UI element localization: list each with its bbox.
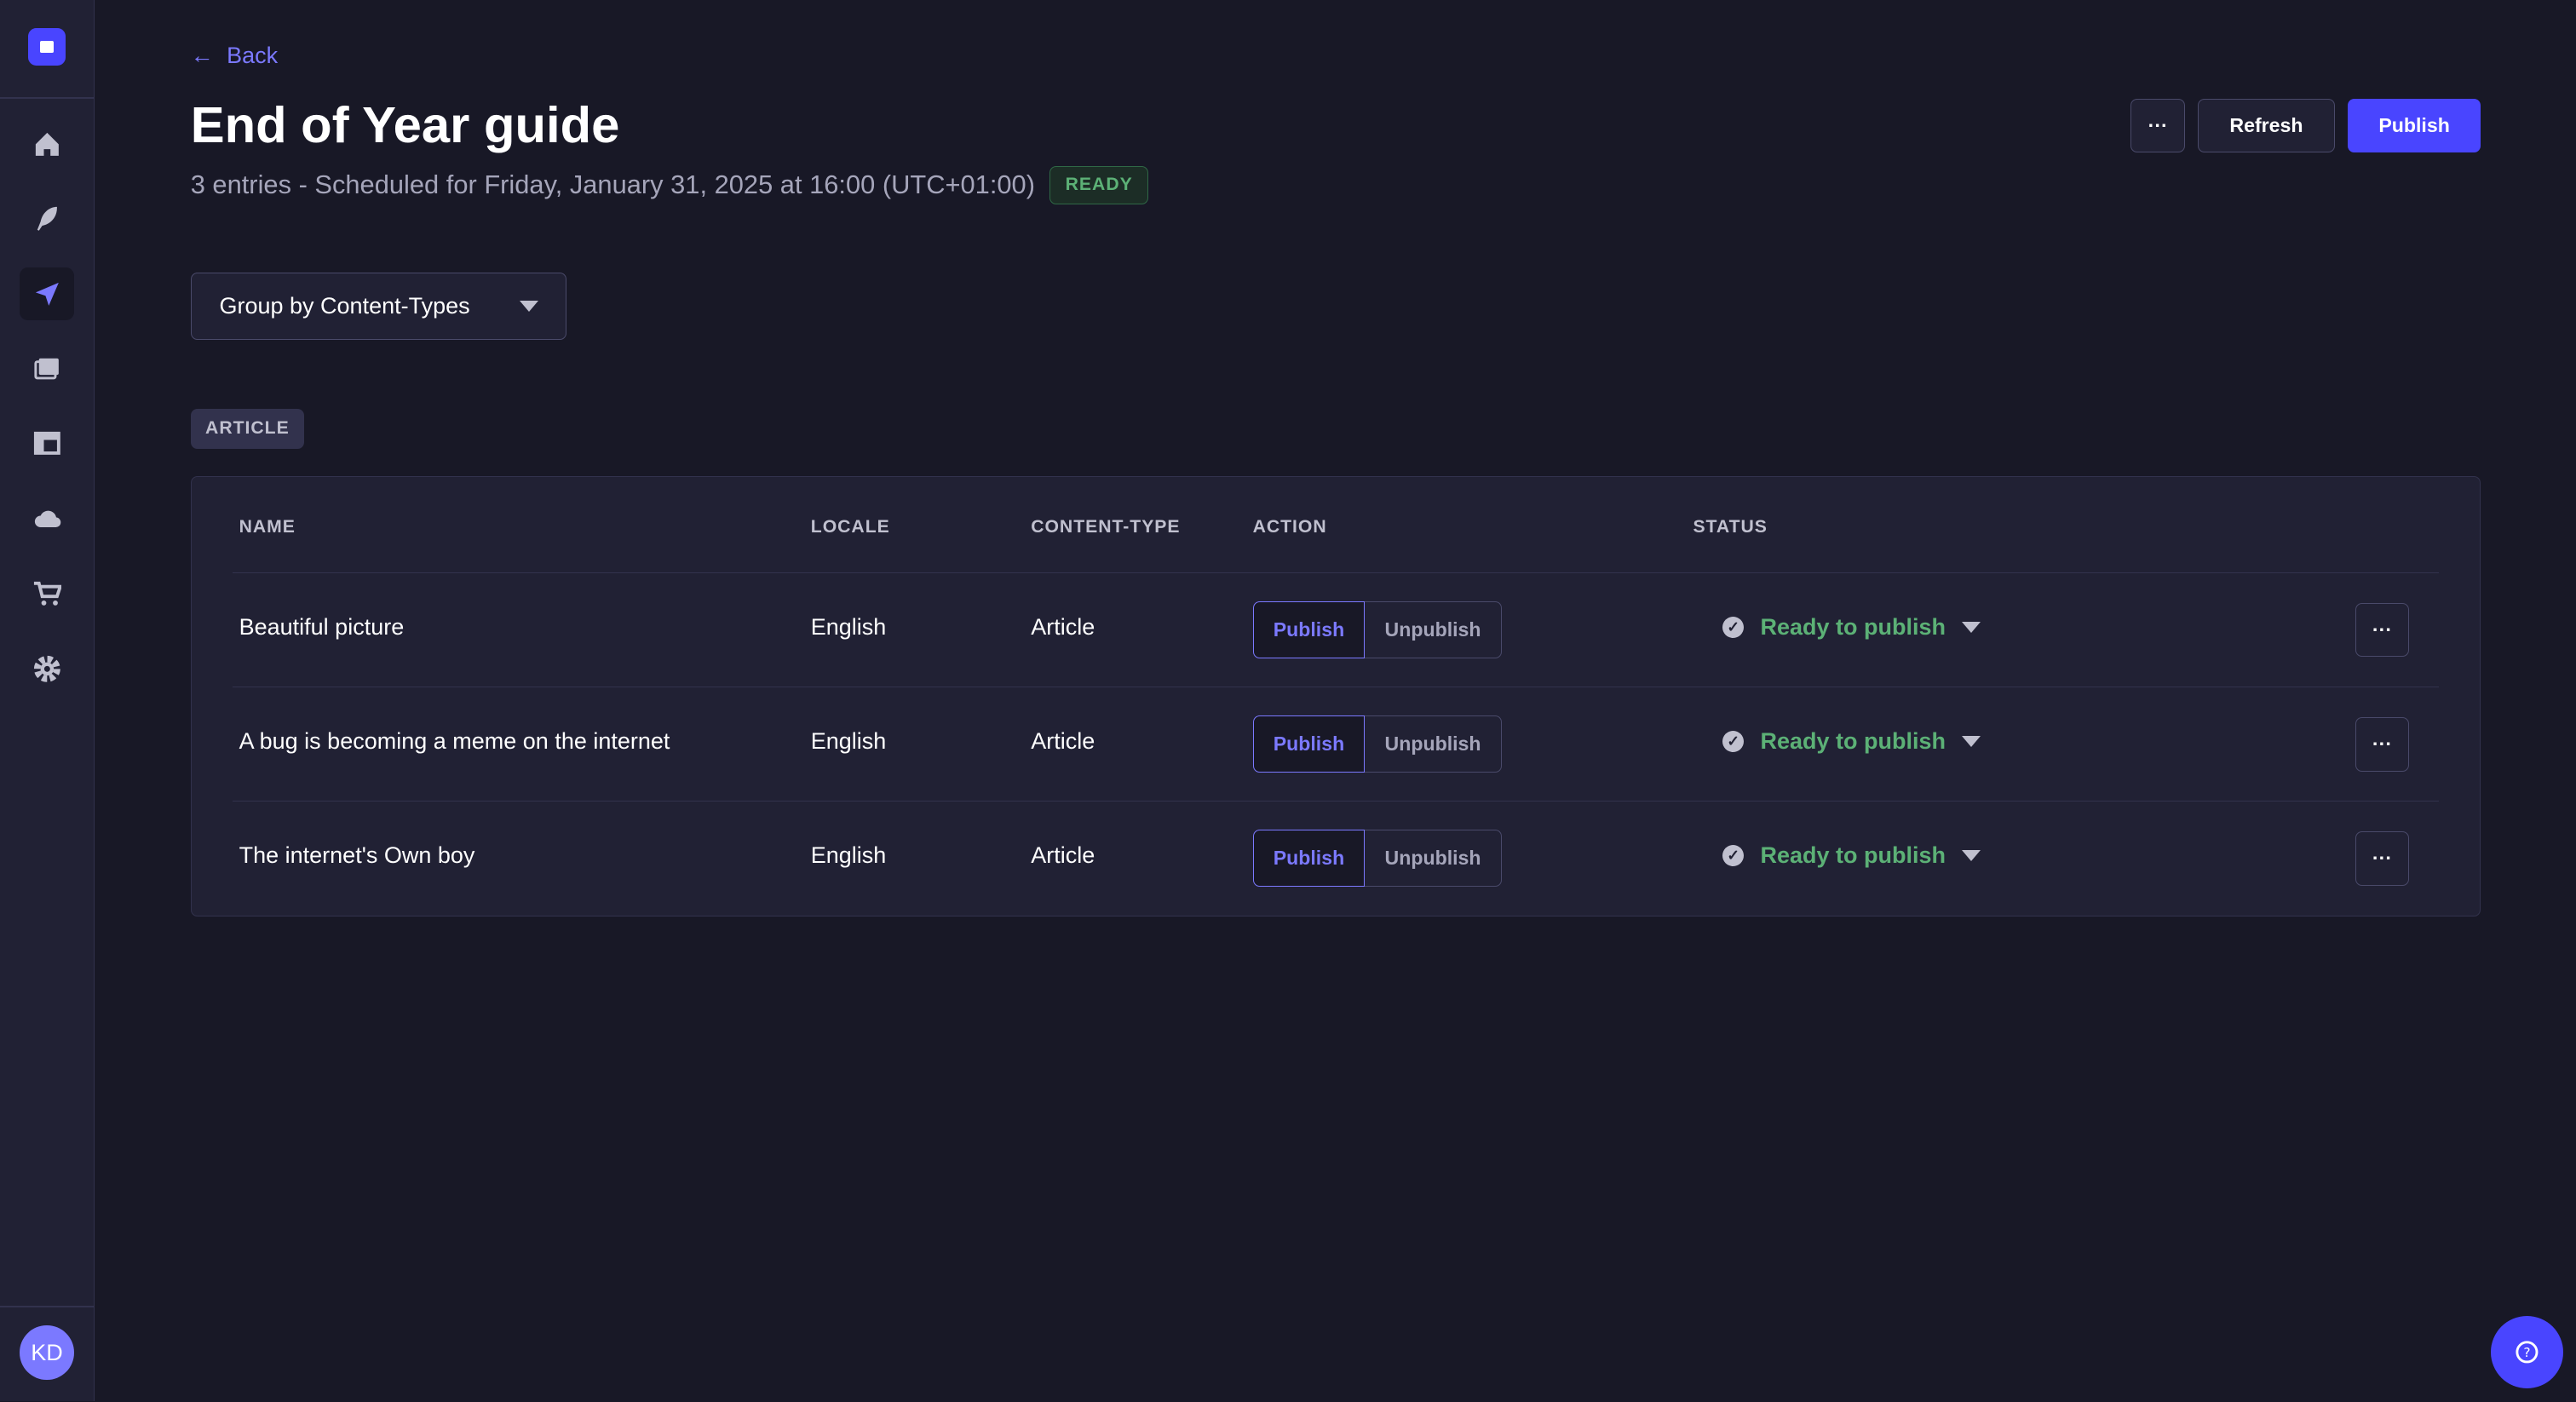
unpublish-toggle[interactable]: Unpublish [1365,829,1502,888]
table-row: A bug is becoming a meme on the internet… [232,687,2440,801]
status-dropdown[interactable]: ✓ Ready to publish [1722,728,1981,755]
publish-toggle[interactable]: Publish [1252,715,1366,773]
table-row: The internet's Own boy English Article P… [232,801,2440,915]
unpublish-toggle[interactable]: Unpublish [1365,600,1502,659]
refresh-button[interactable]: Refresh [2198,98,2335,153]
back-link[interactable]: ← Back [191,43,278,69]
question-icon: ? [2516,1341,2539,1364]
group-by-value: Group by Content-Types [219,293,470,319]
entries-table: NAME LOCALE CONTENT-TYPE ACTION STATUS B… [190,476,2481,917]
check-circle-icon: ✓ [1722,731,1745,753]
entry-locale: English [810,728,887,755]
sidebar-item-media-library[interactable] [20,342,74,394]
caret-down-icon [1962,850,1981,861]
back-label: Back [227,43,279,69]
entry-content-type: Article [1031,614,1095,641]
entry-locale: English [810,842,887,869]
cloud-icon [34,510,60,528]
status-dropdown[interactable]: ✓ Ready to publish [1722,614,1981,641]
gear-icon [33,655,60,682]
page-subtitle: 3 entries - Scheduled for Friday, Januar… [190,165,1149,205]
action-toggle: Publish Unpublish [1252,715,1502,773]
sidebar-item-home[interactable] [20,118,74,171]
cart-icon [33,581,62,606]
svg-text:?: ? [2523,1345,2530,1360]
sidebar-item-content-type-builder[interactable] [20,417,74,470]
arrow-left-icon: ← [190,43,214,69]
column-header-name: NAME [239,516,296,537]
status-badge: READY [1049,165,1149,205]
status-label: Ready to publish [1760,728,1946,755]
entry-name: The internet's Own boy [239,842,475,869]
row-more-button[interactable]: ··· [2355,602,2410,658]
page-title: End of Year guide [190,95,620,153]
action-toggle: Publish Unpublish [1252,829,1502,888]
table-row: Beautiful picture English Article Publis… [232,572,2440,687]
check-circle-icon: ✓ [1722,617,1745,639]
feather-icon [37,206,57,231]
publish-button[interactable]: Publish [2347,98,2481,153]
sidebar-item-marketplace[interactable] [20,566,74,619]
group-tag: ARTICLE [190,409,305,449]
images-icon [34,358,59,380]
layout-icon [33,432,60,456]
column-header-content-type: CONTENT-TYPE [1031,516,1181,537]
row-more-button[interactable]: ··· [2355,830,2410,886]
sidebar-item-deploy[interactable] [20,493,74,546]
column-header-status: STATUS [1693,516,1768,537]
more-actions-button[interactable]: ··· [2130,98,2186,153]
strapi-logo[interactable] [27,27,66,66]
status-label: Ready to publish [1760,614,1946,641]
sidebar-item-content-manager[interactable] [20,192,74,245]
group-by-select[interactable]: Group by Content-Types [190,273,567,341]
paper-plane-icon [35,282,59,306]
action-toggle: Publish Unpublish [1252,600,1502,659]
help-button[interactable]: ? [2490,1315,2563,1388]
status-label: Ready to publish [1760,842,1946,869]
entry-content-type: Article [1031,728,1095,755]
unpublish-toggle[interactable]: Unpublish [1365,715,1502,773]
sidebar-item-settings[interactable] [20,642,74,695]
divider [0,96,94,99]
status-dropdown[interactable]: ✓ Ready to publish [1722,842,1981,869]
sidebar: KD [0,0,95,1402]
avatar[interactable]: KD [20,1325,74,1381]
sidebar-item-releases[interactable] [20,267,74,321]
home-icon [35,133,59,157]
caret-down-icon [519,301,538,312]
schedule-text: 3 entries - Scheduled for Friday, Januar… [190,170,1035,200]
check-circle-icon: ✓ [1722,845,1745,867]
entry-name: Beautiful picture [239,614,405,641]
entry-content-type: Article [1031,842,1095,869]
entry-name: A bug is becoming a meme on the internet [239,728,670,755]
divider [0,1306,94,1308]
caret-down-icon [1962,622,1981,633]
entry-locale: English [810,614,887,641]
column-header-locale: LOCALE [810,516,890,537]
row-more-button[interactable]: ··· [2355,716,2410,772]
caret-down-icon [1962,736,1981,747]
publish-toggle[interactable]: Publish [1252,829,1366,888]
column-header-action: ACTION [1252,516,1327,537]
publish-toggle[interactable]: Publish [1252,600,1366,659]
